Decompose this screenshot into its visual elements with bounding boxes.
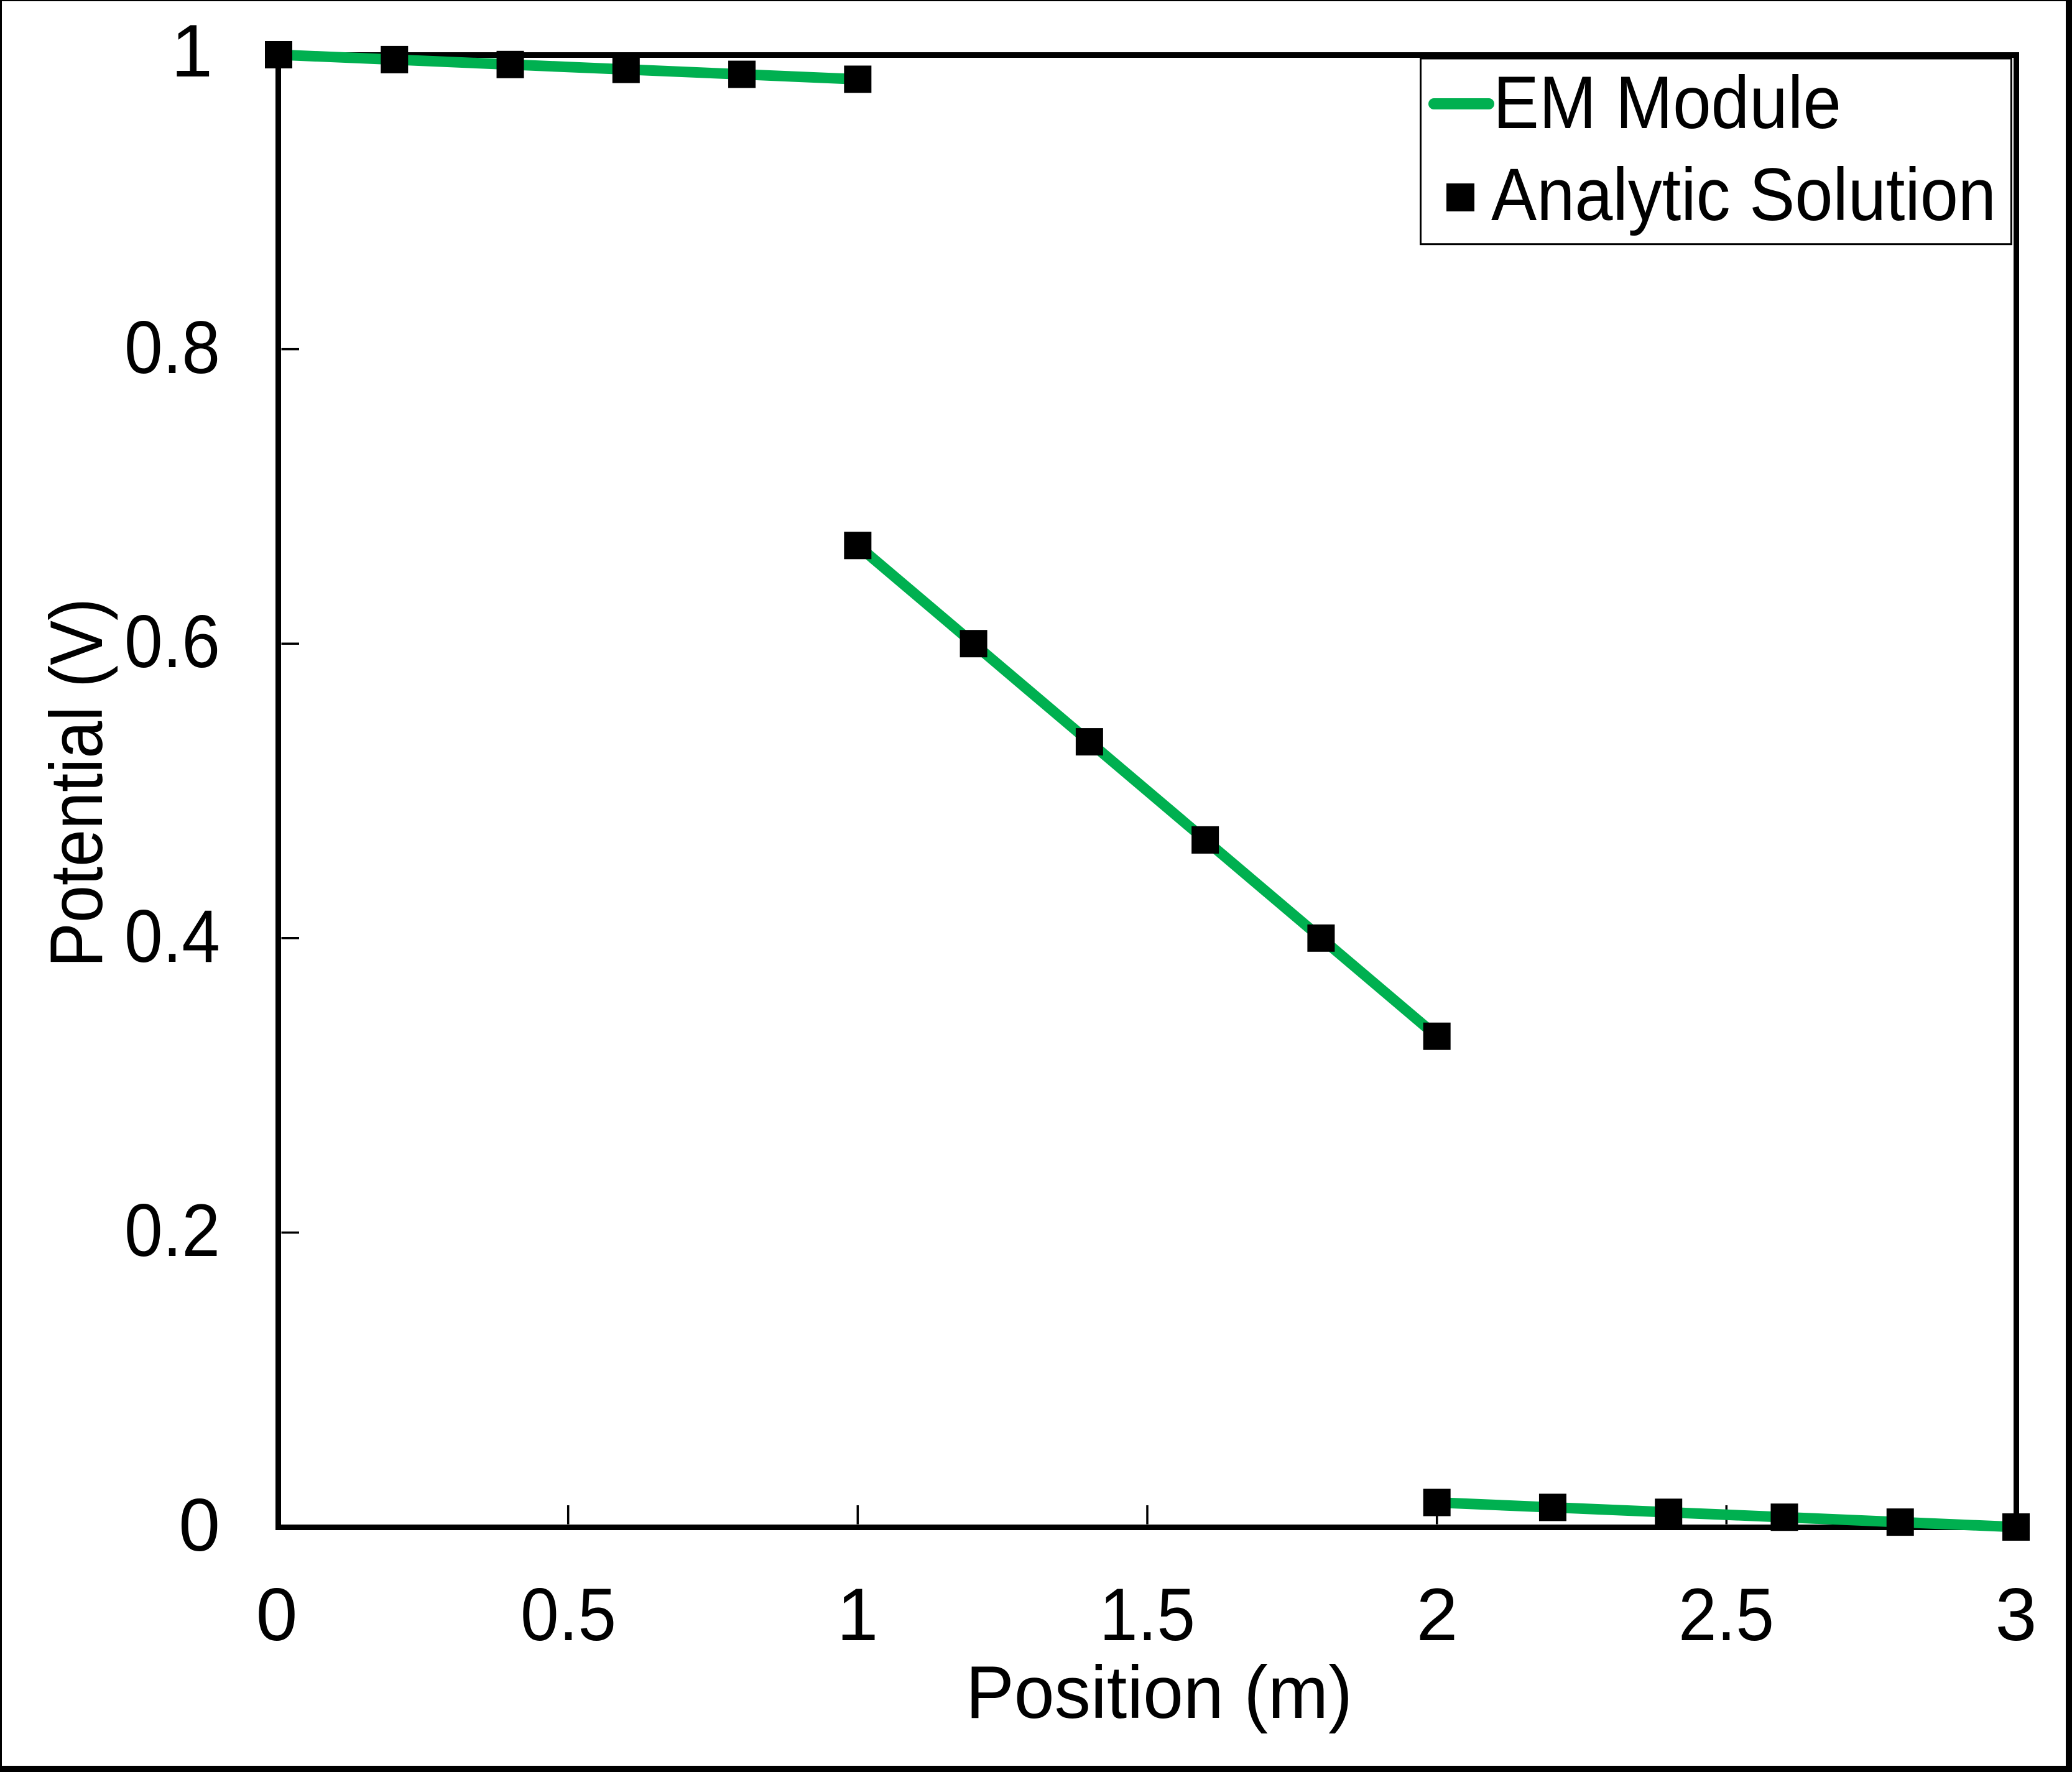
svg-text:2: 2 (1417, 1573, 1458, 1656)
svg-text:1: 1 (837, 1573, 879, 1656)
svg-text:0.8: 0.8 (124, 306, 220, 389)
svg-text:2.5: 2.5 (1678, 1573, 1774, 1656)
svg-text:EM Module: EM Module (1493, 61, 1841, 144)
svg-text:1: 1 (171, 9, 213, 93)
svg-text:0: 0 (256, 1573, 298, 1656)
svg-text:0.4: 0.4 (124, 895, 220, 978)
svg-text:0: 0 (178, 1484, 220, 1567)
svg-text:0.2: 0.2 (124, 1189, 220, 1272)
svg-text:0.6: 0.6 (124, 600, 220, 683)
svg-text:Potential (V): Potential (V) (35, 598, 118, 967)
svg-text:1.5: 1.5 (1099, 1573, 1195, 1656)
svg-text:Position (m): Position (m) (966, 1651, 1353, 1734)
svg-text:0.5: 0.5 (520, 1573, 616, 1656)
svg-text:Analytic Solution: Analytic Solution (1491, 153, 1996, 236)
svg-text:3: 3 (1996, 1573, 2037, 1656)
